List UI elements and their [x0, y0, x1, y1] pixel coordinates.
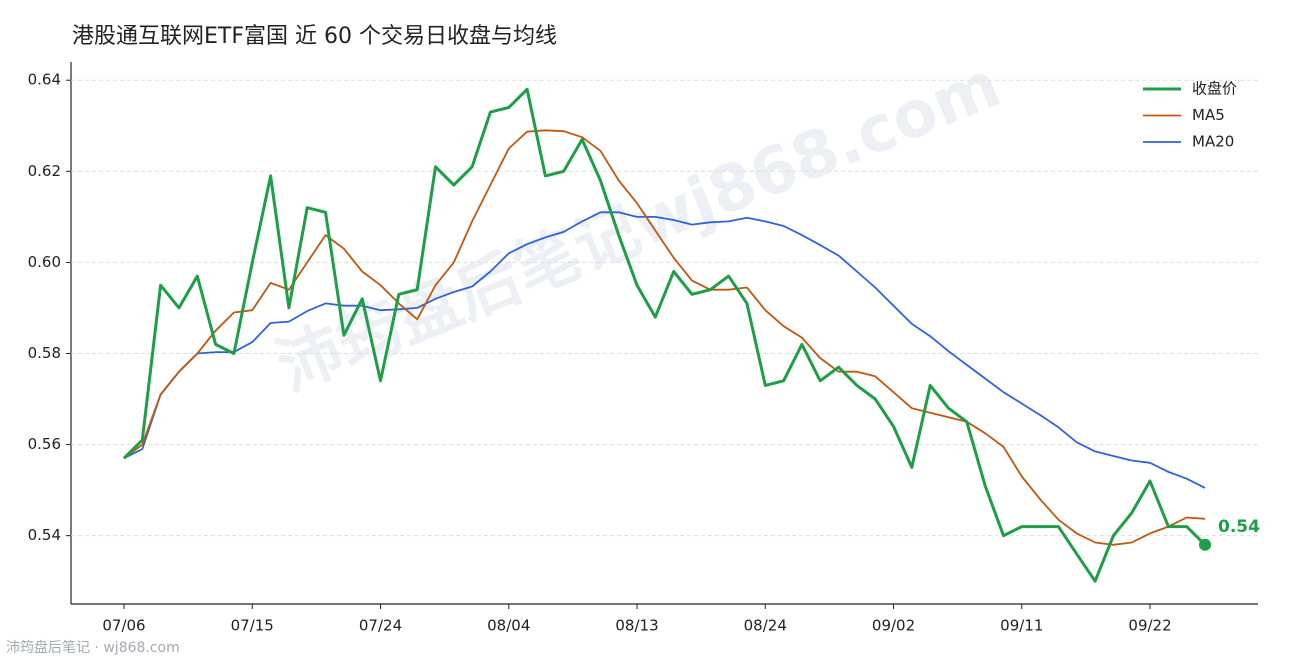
x-tick-label: 08/24: [744, 617, 787, 635]
legend-label: MA20: [1192, 133, 1234, 151]
x-tick-label: 07/15: [231, 617, 274, 635]
series-line: [123, 129, 1206, 546]
legend-label: MA5: [1192, 106, 1225, 124]
footer: 沛筠盘后笔记 · wj868.com: [6, 639, 180, 656]
legend-label: 收盘价: [1192, 80, 1237, 98]
chart-title: 港股通互联网ETF富国 近 60 个交易日收盘与均线: [72, 24, 557, 49]
y-tick-label: 0.60: [28, 253, 61, 271]
x-tick-label: 07/24: [359, 617, 402, 635]
series-line: [122, 87, 1207, 583]
x-tick-label: 07/06: [102, 617, 145, 635]
y-tick-label: 0.54: [28, 526, 61, 544]
end-point: [1199, 538, 1211, 551]
end-label: 0.54: [1218, 517, 1260, 537]
y-tick-label: 0.56: [28, 435, 61, 453]
x-tick-label: 08/13: [615, 617, 658, 635]
y-tick-label: 0.58: [28, 344, 61, 362]
y-tick-label: 0.64: [28, 71, 61, 89]
x-tick-label: 09/22: [1128, 617, 1171, 635]
x-tick-label: 09/11: [1000, 617, 1043, 635]
series-line: [123, 211, 1206, 489]
x-tick-label: 08/04: [487, 617, 530, 635]
y-tick-label: 0.62: [28, 162, 61, 180]
x-tick-label: 09/02: [872, 617, 915, 635]
